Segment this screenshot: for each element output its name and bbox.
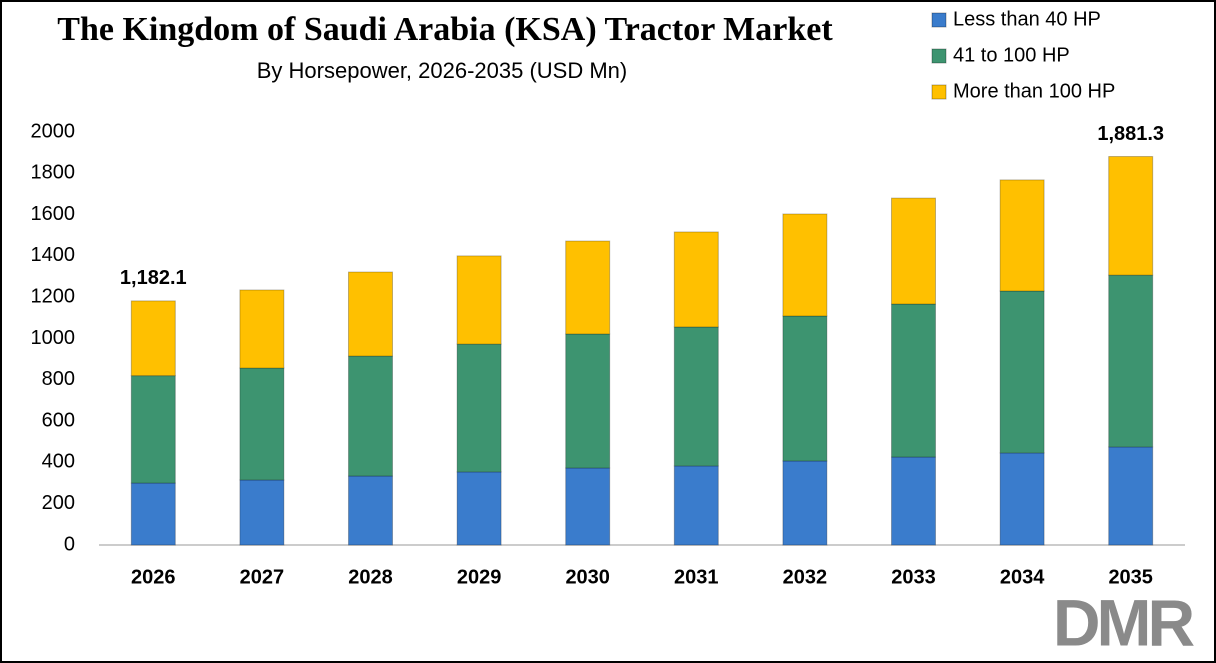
bar-segment (891, 456, 936, 546)
bar-segment (673, 326, 719, 467)
bar-segment (130, 300, 176, 377)
legend-label: 41 to 100 HP (953, 44, 1070, 66)
chart-subtitle: By Horsepower, 2026-2035 (USD Mn) (257, 58, 628, 83)
bar-segment (673, 465, 719, 546)
y-tick-label: 1200 (31, 285, 76, 307)
y-tick-label: 800 (42, 368, 75, 390)
total-label: 1,182.1 (120, 267, 187, 289)
x-tick-label: 2034 (1000, 566, 1045, 588)
x-tick-label: 2029 (457, 566, 502, 588)
y-tick-label: 1000 (31, 327, 76, 349)
y-tick-label: 0 (64, 533, 75, 555)
bar-segment (782, 213, 828, 317)
bar-segment (565, 467, 611, 546)
x-tick-label: 2026 (131, 566, 176, 588)
x-tick-label: 2031 (674, 566, 719, 588)
bar-segment (565, 240, 611, 335)
bar-segment (999, 290, 1045, 454)
bar-segment (239, 367, 285, 481)
bar-segment (891, 197, 936, 305)
bar-segment (239, 479, 285, 546)
bar-segment (456, 255, 502, 345)
y-tick-label: 600 (42, 409, 75, 431)
x-tick-label: 2033 (891, 566, 936, 588)
y-tick-label: 2000 (31, 120, 76, 142)
y-tick-label: 400 (42, 451, 75, 473)
bar-segment (999, 179, 1045, 292)
bar-segment (891, 303, 936, 458)
bar-segment (239, 289, 285, 369)
y-tick-label: 1400 (31, 244, 76, 266)
bar-segment (782, 315, 828, 462)
y-tick-label: 1800 (31, 162, 76, 184)
legend-label: Less than 40 HP (953, 8, 1101, 30)
bar-segment (348, 271, 393, 357)
x-tick-label: 2028 (348, 566, 393, 588)
x-tick-label: 2030 (565, 566, 610, 588)
total-label: 1,881.3 (1097, 123, 1164, 145)
bar-segment (1108, 274, 1154, 448)
bar-segment (673, 231, 719, 328)
legend-label: More than 100 HP (953, 80, 1115, 102)
logo: DMR (1053, 585, 1195, 659)
x-tick-label: 2035 (1108, 566, 1153, 588)
bar-segment (130, 482, 176, 546)
legend-swatch (931, 12, 947, 28)
bar-segment (1108, 156, 1154, 276)
bar-segment (1108, 446, 1154, 546)
bar-segment (456, 471, 502, 546)
x-tick-label: 2032 (783, 566, 828, 588)
y-tick-label: 200 (42, 492, 75, 514)
bar-segment (565, 333, 611, 469)
legend-swatch (931, 48, 947, 64)
bar-segment (130, 375, 176, 484)
bar-segment (999, 452, 1045, 546)
legend-swatch (931, 84, 947, 100)
bar-segment (456, 343, 502, 473)
bar-segment (782, 460, 828, 546)
bar-segment (348, 355, 393, 477)
y-tick-label: 1600 (31, 203, 76, 225)
x-tick-label: 2027 (240, 566, 285, 588)
bar-segment (348, 475, 393, 546)
chart-title: The Kingdom of Saudi Arabia (KSA) Tracto… (57, 11, 833, 48)
